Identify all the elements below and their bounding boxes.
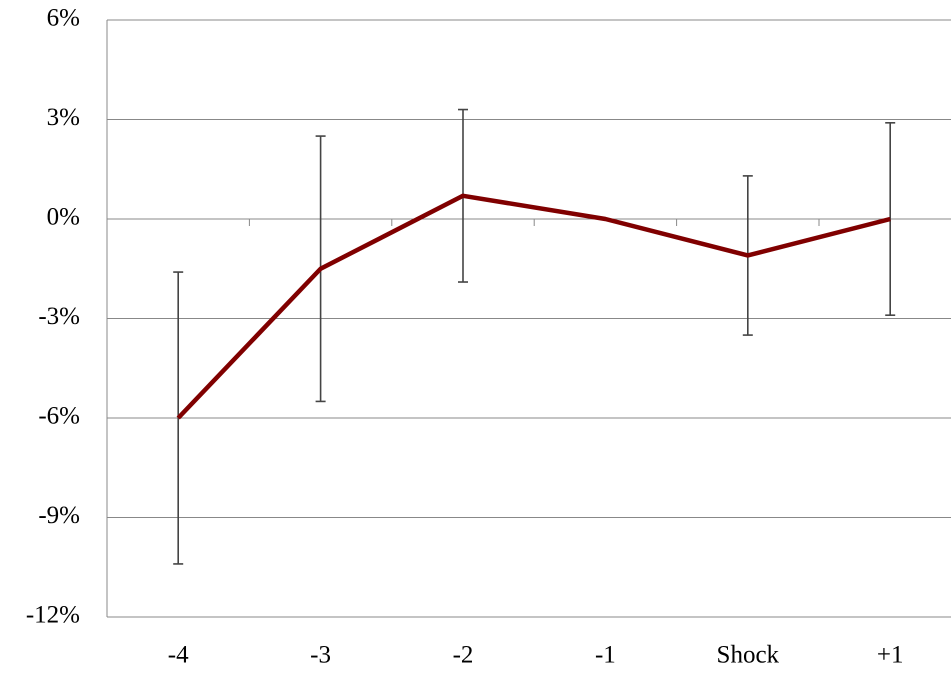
y-tick-label: 0%	[47, 204, 80, 231]
y-tick-label: -3%	[38, 303, 80, 330]
y-tick-label: -9%	[38, 502, 80, 529]
x-tick-label: -4	[168, 642, 189, 669]
line	[176, 193, 891, 420]
x-tick-label: -1	[595, 642, 616, 669]
y-tick-label: -6%	[38, 403, 80, 430]
x-tick-label: +1	[877, 642, 904, 669]
x-tick-label: Shock	[717, 642, 780, 669]
y-tick-label: 6%	[47, 5, 80, 32]
x-tick-label: -3	[310, 642, 331, 669]
y-tick-label: -12%	[26, 602, 80, 629]
y-tick-label: 3%	[47, 104, 80, 131]
x-tick-label: -2	[453, 642, 474, 669]
